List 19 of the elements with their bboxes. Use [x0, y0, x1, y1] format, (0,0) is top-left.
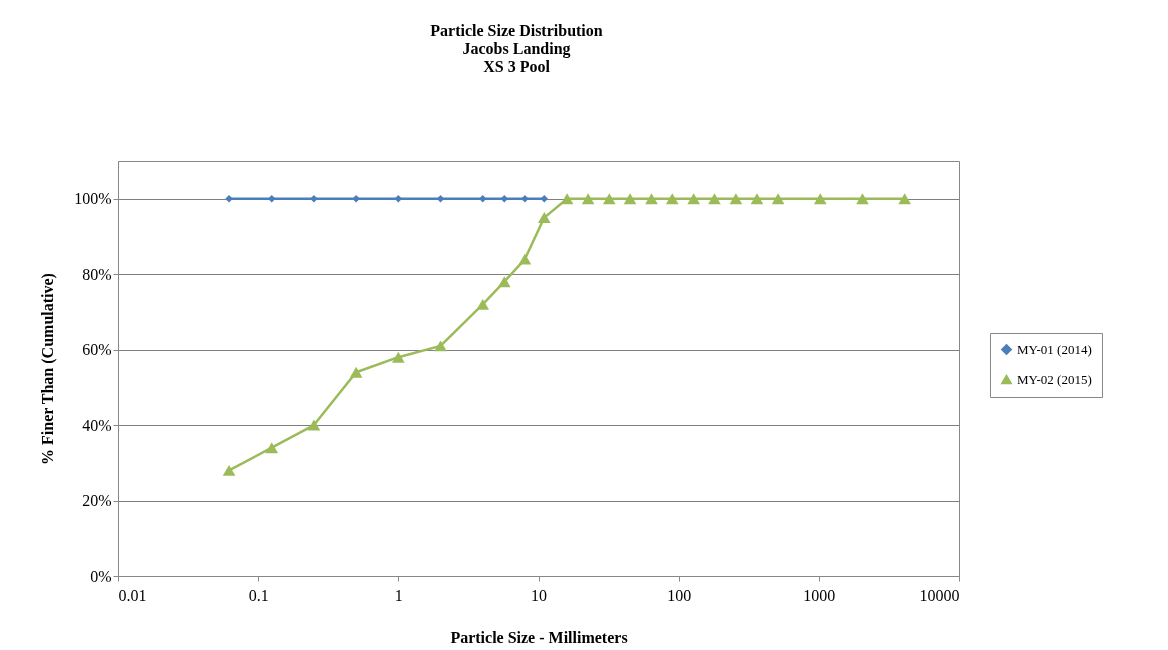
chart-title: Particle Size Distribution	[430, 22, 603, 39]
y-axis-title: % Finer Than (Cumulative)	[39, 273, 58, 465]
y-tick-label: 80%	[82, 265, 112, 283]
chart-subtitle: Jacobs Landing XS 3 Pool	[462, 40, 571, 75]
y-tick-label: 60%	[82, 341, 112, 359]
x-tick-label: 0.01	[118, 586, 147, 604]
x-tick-label: 1	[394, 586, 403, 604]
y-tick-label: 40%	[82, 416, 112, 434]
x-tick-label: 10	[531, 586, 547, 604]
y-tick-label: 100%	[74, 190, 112, 208]
legend-label: MY-02 (2015)	[1017, 371, 1092, 387]
y-tick-label: 0%	[90, 567, 112, 585]
x-tick-label: 10000	[919, 586, 960, 604]
x-tick-label: 0.1	[248, 586, 269, 604]
legend-label: MY-01 (2014)	[1017, 341, 1092, 357]
y-tick-label: 20%	[82, 492, 112, 510]
x-tick-label: 1000	[803, 586, 836, 604]
x-tick-label: 100	[667, 586, 692, 604]
x-axis-title: Particle Size - Millimeters	[450, 628, 628, 646]
